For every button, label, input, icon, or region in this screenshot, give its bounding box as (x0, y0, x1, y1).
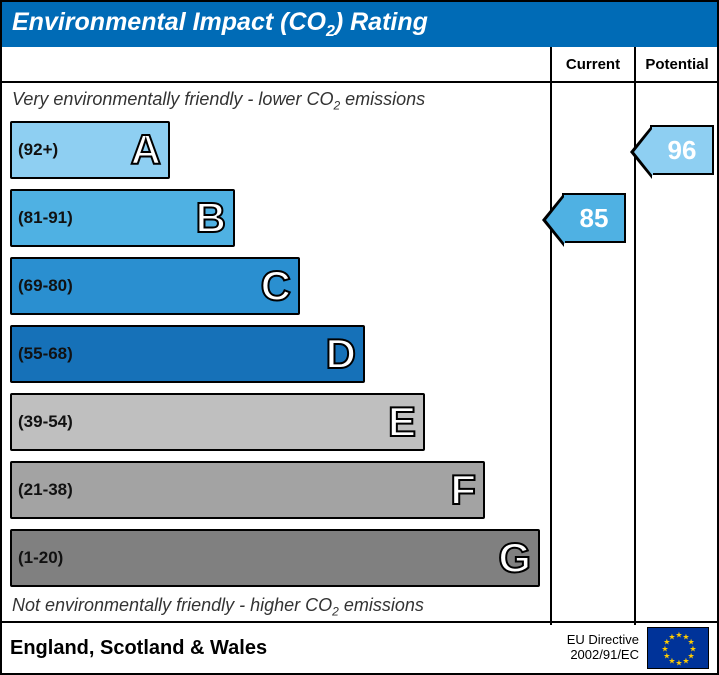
caption-bot-sub: 2 (332, 605, 339, 619)
title-text-sub: 2 (326, 23, 335, 40)
rating-band-c: (69-80) C (10, 257, 300, 315)
rating-band-letter: C (261, 262, 292, 310)
caption-top: Very environmentally friendly - lower CO… (12, 89, 425, 113)
rating-band-range: (55-68) (18, 344, 73, 364)
rating-band-range: (81-91) (18, 208, 73, 228)
rating-band-letter: G (498, 534, 532, 582)
current-rating-marker: 85 (562, 193, 626, 243)
rating-band-e: (39-54) E (10, 393, 425, 451)
potential-rating-value: 96 (668, 135, 697, 166)
rating-band-range: (21-38) (18, 480, 73, 500)
rating-band-b: (81-91) B (10, 189, 235, 247)
rating-band-range: (39-54) (18, 412, 73, 432)
current-rating-value: 85 (580, 203, 609, 234)
eu-flag-star: ★ (682, 657, 689, 666)
divider-current (550, 47, 552, 625)
caption-top-suffix: emissions (340, 89, 425, 109)
rating-band-letter: F (450, 466, 477, 514)
rating-band-letter: D (326, 330, 357, 378)
caption-top-prefix: Very environmentally friendly - lower CO (12, 89, 333, 109)
rating-band-letter: A (131, 126, 162, 174)
chart-area: Very environmentally friendly - lower CO… (2, 83, 550, 625)
caption-bot-prefix: Not environmentally friendly - higher CO (12, 595, 332, 615)
eu-flag-icon: ★★★★★★★★★★★★ (647, 627, 709, 669)
eu-flag-star: ★ (668, 632, 675, 641)
rating-band-range: (92+) (18, 140, 58, 160)
footer-directive: EU Directive 2002/91/EC (567, 633, 639, 663)
footer-bar: England, Scotland & Wales EU Directive 2… (2, 621, 717, 673)
column-header-current: Current (552, 47, 634, 83)
rating-band-range: (1-20) (18, 548, 63, 568)
rating-bars: (92+) A (81-91) B (69-80) C (55-68) D (39-54) E (2… (10, 121, 550, 597)
column-header-row: Current Potential (2, 47, 717, 83)
footer-directive-line2: 2002/91/EC (570, 647, 639, 662)
rating-band-letter: E (388, 398, 417, 446)
rating-band-g: (1-20) G (10, 529, 540, 587)
title-text-suffix: ) Rating (335, 8, 428, 36)
rating-band-a: (92+) A (10, 121, 170, 179)
title-bar: Environmental Impact (CO2) Rating (2, 2, 717, 47)
rating-band-d: (55-68) D (10, 325, 365, 383)
caption-bot-suffix: emissions (339, 595, 424, 615)
eu-flag-star: ★ (675, 659, 682, 668)
footer-directive-line1: EU Directive (567, 632, 639, 647)
column-header-potential: Potential (636, 47, 718, 83)
title-text-prefix: Environmental Impact (CO (12, 8, 326, 36)
rating-band-range: (69-80) (18, 276, 73, 296)
chart-grid: Current Potential Very environmentally f… (2, 47, 717, 625)
rating-band-f: (21-38) F (10, 461, 485, 519)
footer-region: England, Scotland & Wales (10, 637, 567, 660)
potential-rating-marker: 96 (650, 125, 714, 175)
epc-rating-card: Environmental Impact (CO2) Rating Curren… (0, 0, 719, 675)
caption-bottom: Not environmentally friendly - higher CO… (12, 595, 424, 619)
rating-band-letter: B (196, 194, 227, 242)
